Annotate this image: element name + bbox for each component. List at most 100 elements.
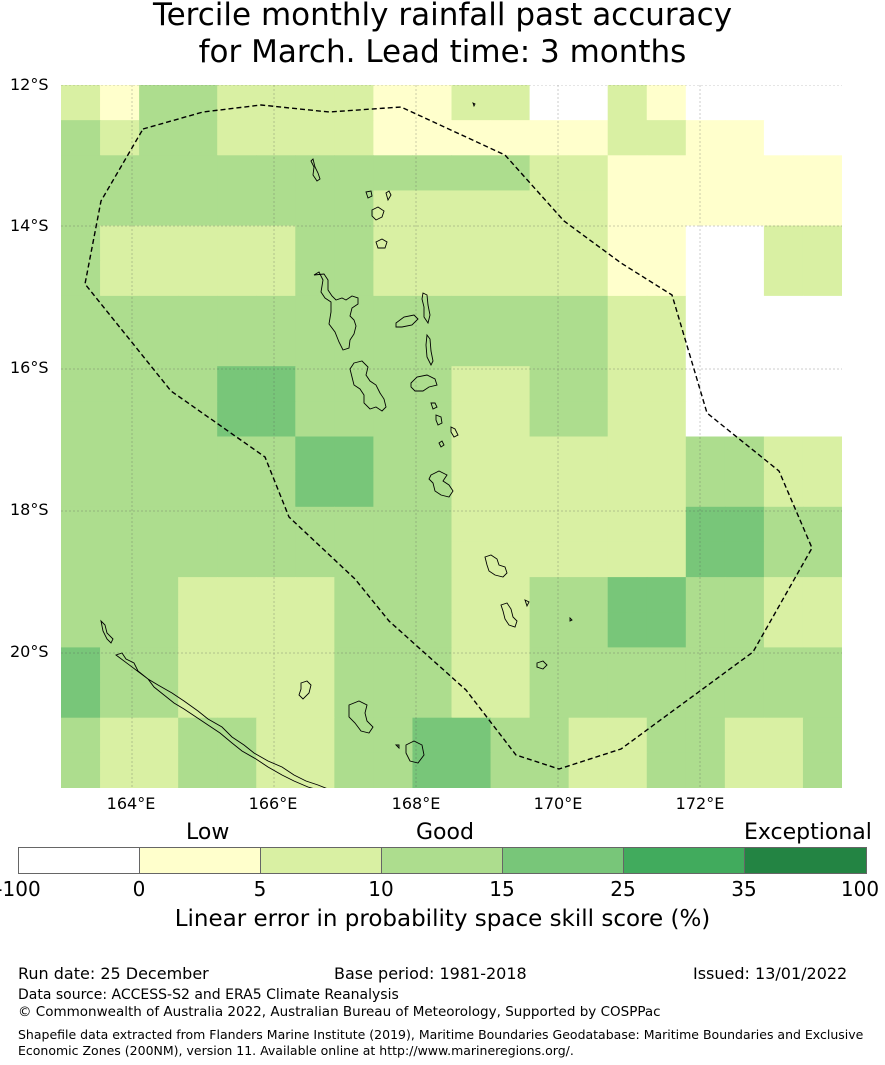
grid-cell [178,717,218,754]
grid-cell [61,577,101,613]
grid-cell [178,436,218,473]
grid-cell [568,577,609,613]
copyright: © Commonwealth of Australia 2022, Austra… [18,1004,661,1020]
grid-cell [412,541,453,578]
grid-cell [295,647,335,684]
grid-cell [373,541,414,578]
grid-cell [529,541,570,578]
grid-cell [724,85,765,121]
grid-cell [646,471,687,508]
grid-cell [490,541,531,578]
grid-cell [295,682,335,719]
grid-cell [295,85,335,121]
grid-cell [607,366,648,402]
grid-cell [724,155,765,192]
grid-cell [568,471,609,508]
grid-cell [61,682,101,719]
grid-cell [490,260,531,297]
grid-cell [100,577,140,613]
shapefile-credit-line-2: Economic Zones (200NM), version 11. Avai… [18,1043,574,1058]
grid-cell [568,752,609,788]
grid-cell [802,225,842,262]
grid-cell [763,401,804,438]
eez-boundary [84,104,813,770]
grid-cell [412,155,453,192]
grid-cell [178,120,218,156]
grid-cell [490,506,531,543]
grid-cell [529,471,570,508]
grid-cell [295,190,335,227]
grid-cell [685,225,726,262]
grid-cell [178,541,218,578]
grid-cell [412,225,453,262]
grid-cell [451,260,492,297]
colorbar-category-exceptional: Exceptional [744,820,872,845]
grid-cell [451,682,492,719]
grid-cell [451,577,492,613]
grid-cell [217,612,257,648]
graticule [61,85,842,788]
grid-cell [451,120,492,156]
grid-cell [61,331,101,367]
grid-cell [490,190,531,227]
grid-cell [334,506,374,543]
grid-cell [607,752,648,788]
grid-cell [61,471,101,508]
grid-cell [724,647,765,684]
lat-label-20s: 20°S [10,642,49,661]
grid-cell [451,471,492,508]
grid-cell [646,120,687,156]
grid-cell [763,155,804,192]
grid-cell [451,506,492,543]
grid-cell [217,436,257,473]
grid-cell [529,120,570,156]
colorbar-tick-neg100: -100 [0,877,41,901]
grid-cell [607,577,648,613]
colorbar-segment-neg100-0 [18,847,140,874]
grid-cell [100,295,140,332]
grid-cell [607,225,648,262]
grid-cell [256,401,296,438]
grid-cell [295,225,335,262]
grid-cell [490,471,531,508]
grid-cell [412,436,453,473]
grid-cell [178,190,218,227]
grid-cell [256,331,296,367]
grid-cell [256,682,296,719]
grid-cell [139,612,179,648]
grid-cell [490,225,531,262]
grid-cell [100,401,140,438]
grid-cell [763,717,804,754]
grid-cell [178,260,218,297]
grid-cell [802,682,842,719]
grid-cell [607,647,648,684]
grid-cell [529,260,570,297]
grid-cell [100,260,140,297]
grid-cell [568,436,609,473]
grid-cell [724,120,765,156]
grid-cell [217,155,257,192]
grid-cell [763,541,804,578]
colorbar-category-good: Good [416,820,474,845]
grid-cell [724,541,765,578]
grid-cell [100,331,140,367]
grid-cell [373,577,414,613]
grid-cell [256,155,296,192]
grid-cell [373,401,414,438]
grid-cell [61,366,101,402]
colorbar-segment-10-15 [381,847,503,874]
grid-cell [139,682,179,719]
issued-date: Issued: 13/01/2022 [693,964,848,983]
vanuatu-islands [310,102,573,670]
grid-cell [529,366,570,402]
grid-cell [568,260,609,297]
grid-cell [100,717,140,754]
lat-label-18s: 18°S [10,500,49,519]
grid-cell [763,85,804,121]
grid-cell [568,225,609,262]
grid-cell [61,717,101,754]
grid-cell [568,401,609,438]
grid-cell [490,366,531,402]
grid-cell [529,752,570,788]
grid-cell [61,436,101,473]
